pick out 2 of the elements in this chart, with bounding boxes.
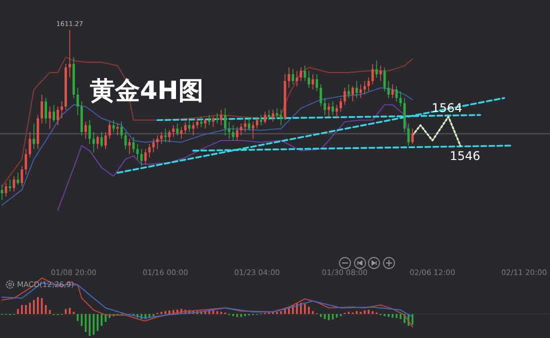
text: 黄金4H图 (89, 76, 204, 105)
annotation: 1546 (450, 149, 480, 163)
